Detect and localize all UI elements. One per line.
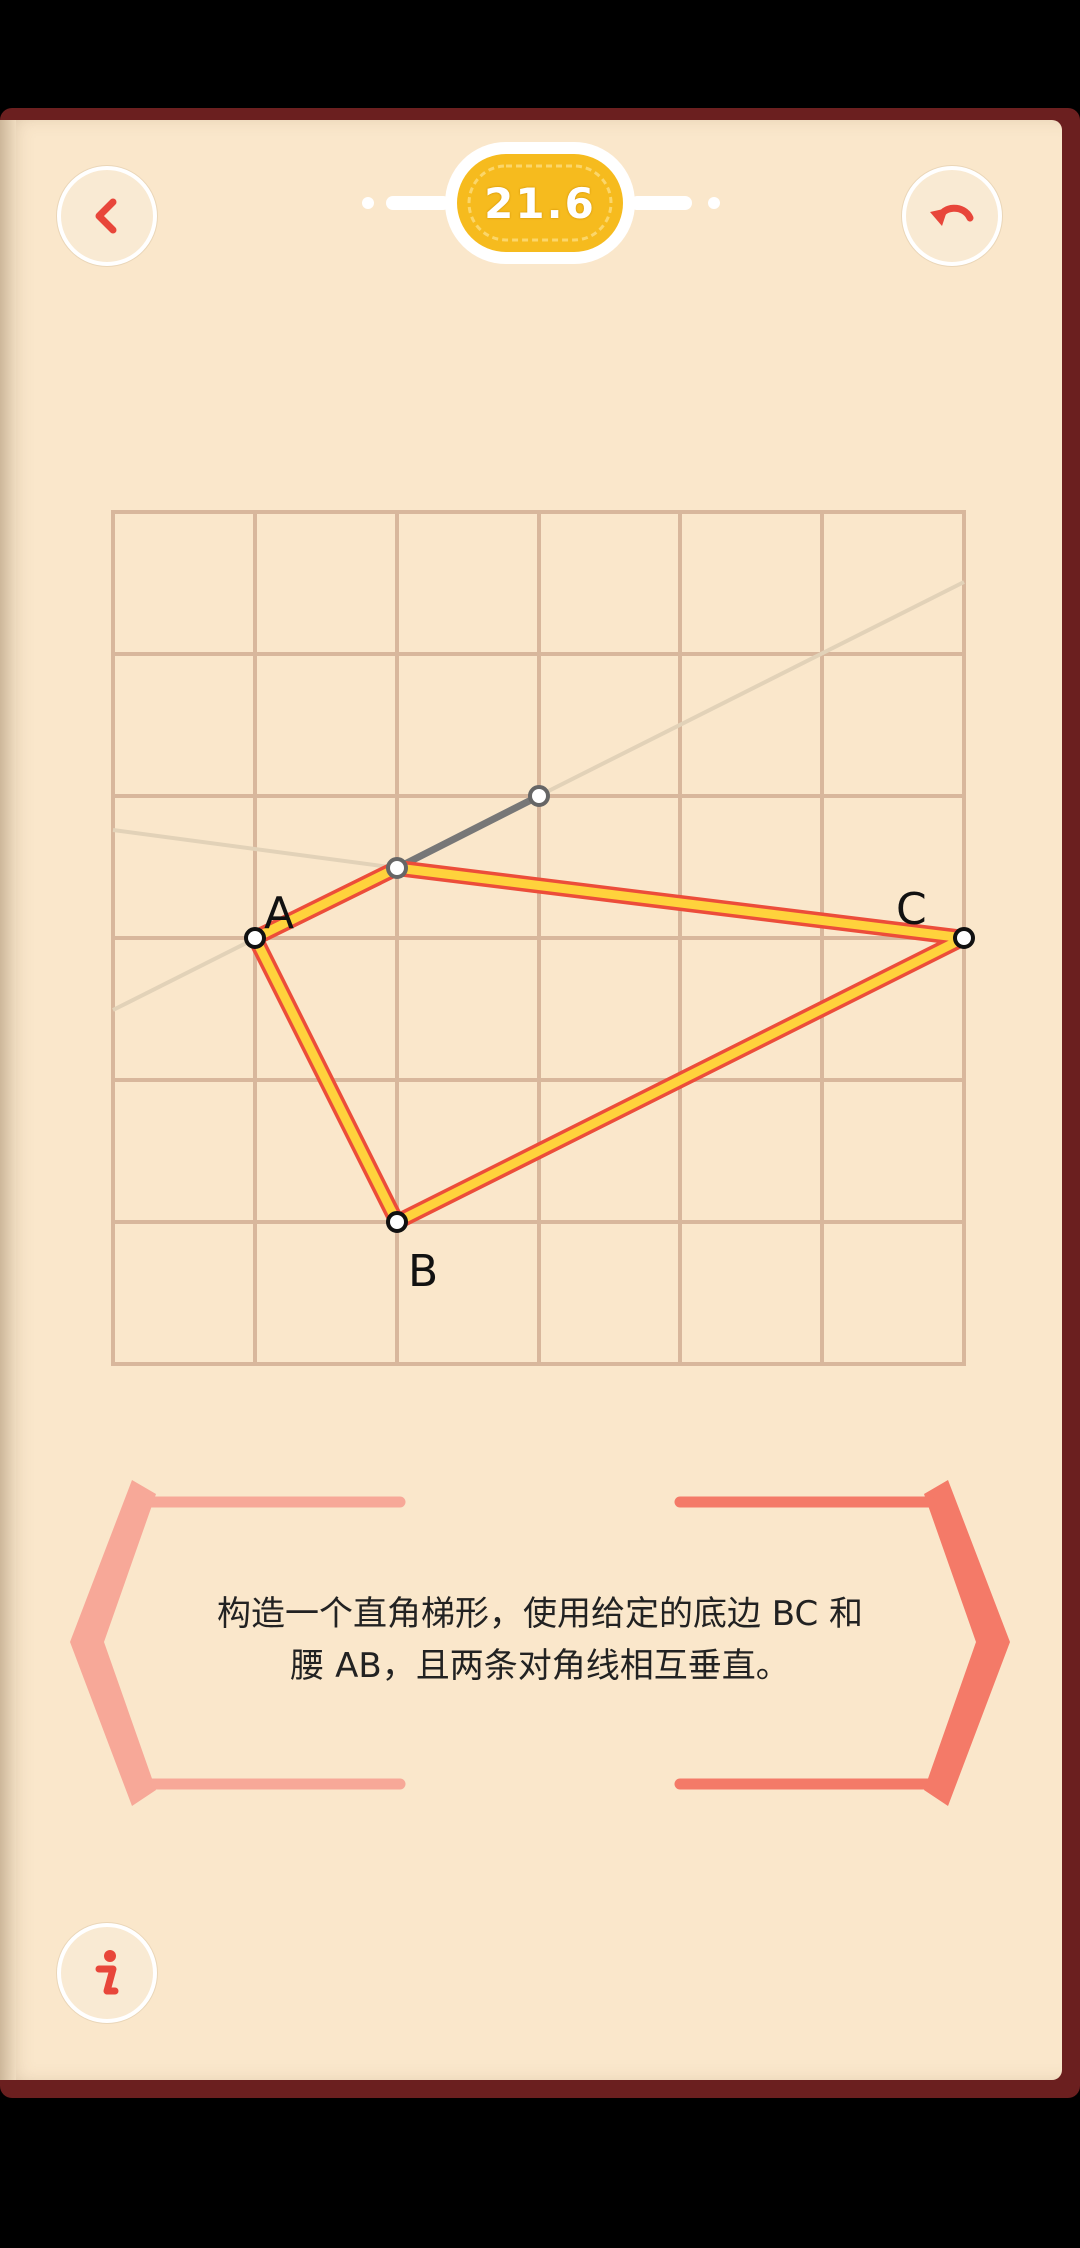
point-a[interactable] [244, 927, 266, 949]
figure-segments [247, 860, 972, 1230]
level-bar-left [386, 196, 450, 210]
instruction-line-1: 构造一个直角梯形，使用给定的底边 BC 和 [216, 1594, 864, 1634]
point-b[interactable] [386, 1211, 408, 1233]
back-button[interactable] [57, 166, 157, 266]
bracket-left [70, 1480, 156, 1806]
level-number: 21.6 [484, 178, 596, 228]
level-dot-left [362, 197, 374, 209]
point-c-label: C [896, 884, 927, 935]
segments-fill [250, 863, 969, 1227]
helper-point-start[interactable] [386, 857, 408, 879]
level-badge: 21.6 [445, 142, 635, 264]
helper-point-end[interactable] [528, 785, 550, 807]
grid [111, 510, 966, 1366]
page-spine [0, 120, 16, 2080]
undo-icon [930, 204, 974, 226]
point-b-label: B [408, 1246, 438, 1297]
undo-button[interactable] [902, 166, 1002, 266]
chevron-left-icon [95, 198, 117, 234]
instruction-line-2: 腰 AB，且两条对角线相互垂直。 [290, 1646, 790, 1686]
helper-segment [393, 792, 543, 872]
level-bar-right [630, 196, 692, 210]
construction-line-2 [112, 828, 398, 870]
instruction-frame [70, 1480, 1010, 1806]
point-c[interactable] [953, 927, 975, 949]
bracket-right [924, 1480, 1010, 1806]
book-page [0, 120, 1062, 2080]
level-badge-frame [445, 142, 635, 264]
instruction-text: 构造一个直角梯形，使用给定的底边 BC 和 腰 AB，且两条对角线相互垂直。 [150, 1588, 930, 1692]
info-button[interactable] [57, 1923, 157, 2023]
point-a-label: A [264, 888, 294, 939]
info-icon [95, 1950, 119, 1995]
level-dot-right [708, 197, 720, 209]
